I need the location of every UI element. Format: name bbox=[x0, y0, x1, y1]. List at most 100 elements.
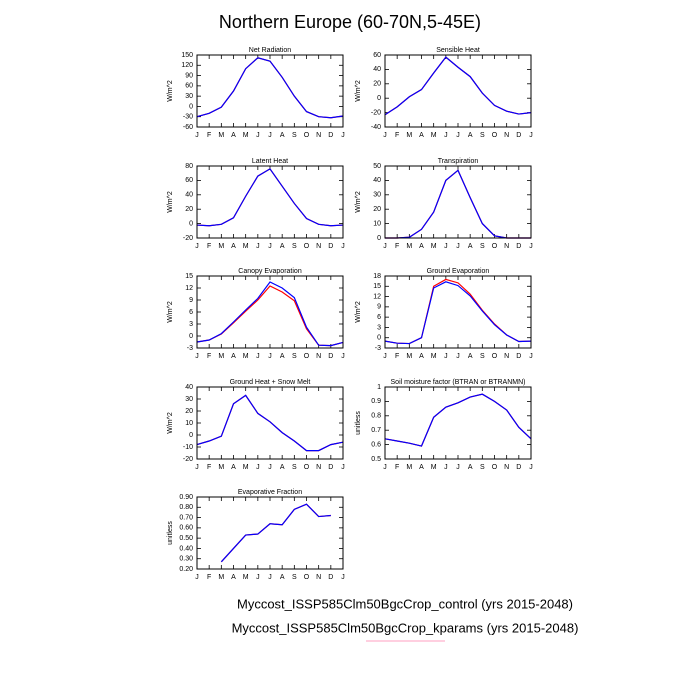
y-tick-label: 3 bbox=[377, 324, 381, 331]
y-tick-label: 40 bbox=[185, 384, 193, 391]
x-tick-label: A bbox=[419, 132, 424, 139]
x-tick-label: J bbox=[195, 574, 199, 581]
x-tick-label: F bbox=[207, 464, 211, 471]
y-axis-label: unitless bbox=[167, 521, 174, 545]
x-tick-label: J bbox=[256, 464, 260, 471]
x-tick-label: D bbox=[328, 353, 333, 360]
y-tick-label: 50 bbox=[373, 163, 381, 170]
x-tick-label: S bbox=[292, 243, 297, 250]
panel-title: Ground Heat + Snow Melt bbox=[230, 379, 311, 386]
x-tick-label: A bbox=[419, 243, 424, 250]
x-tick-label: M bbox=[406, 464, 412, 471]
y-tick-label: 0.8 bbox=[371, 413, 381, 420]
x-tick-label: S bbox=[292, 574, 297, 581]
x-tick-label: J bbox=[256, 353, 260, 360]
y-tick-label: 15 bbox=[373, 283, 381, 290]
x-tick-label: A bbox=[468, 243, 473, 250]
y-tick-label: 1 bbox=[377, 384, 381, 391]
y-tick-label: 40 bbox=[185, 192, 193, 199]
x-tick-label: A bbox=[280, 464, 285, 471]
plot-frame bbox=[196, 165, 344, 239]
y-tick-label: -20 bbox=[183, 235, 193, 242]
y-tick-label: 0 bbox=[189, 103, 193, 110]
y-tick-label: 20 bbox=[185, 408, 193, 415]
x-tick-label: A bbox=[419, 464, 424, 471]
y-tick-label: 0 bbox=[189, 220, 193, 227]
x-tick-label: N bbox=[504, 464, 509, 471]
y-tick-label: 0 bbox=[377, 335, 381, 342]
x-tick-label: J bbox=[456, 353, 460, 360]
y-axis-label: W/m^2 bbox=[167, 191, 174, 213]
y-tick-label: 40 bbox=[373, 66, 381, 73]
y-tick-label: 10 bbox=[373, 220, 381, 227]
y-tick-label: 80 bbox=[185, 163, 193, 170]
x-tick-label: J bbox=[268, 353, 272, 360]
x-tick-label: F bbox=[395, 243, 399, 250]
x-tick-label: O bbox=[304, 353, 310, 360]
x-tick-label: N bbox=[504, 132, 509, 139]
x-tick-label: D bbox=[328, 132, 333, 139]
series-line bbox=[196, 57, 344, 119]
x-tick-label: S bbox=[292, 353, 297, 360]
series-line bbox=[196, 168, 344, 227]
x-tick-label: O bbox=[304, 243, 310, 250]
series-line bbox=[384, 393, 532, 447]
series-line bbox=[384, 56, 532, 116]
y-tick-label: -40 bbox=[371, 124, 381, 131]
x-tick-label: J bbox=[529, 243, 533, 250]
x-tick-label: F bbox=[207, 353, 211, 360]
x-tick-label: A bbox=[280, 132, 285, 139]
y-axis-label: W/m^2 bbox=[167, 80, 174, 102]
x-tick-label: J bbox=[383, 132, 387, 139]
series-line bbox=[220, 503, 331, 563]
plot-frame bbox=[384, 386, 532, 460]
x-tick-label: N bbox=[316, 353, 321, 360]
x-tick-label: J bbox=[341, 353, 345, 360]
panel-title: Canopy Evaporation bbox=[238, 268, 302, 275]
y-tick-label: 6 bbox=[189, 309, 193, 316]
x-tick-label: J bbox=[341, 464, 345, 471]
y-tick-label: 0.30 bbox=[179, 556, 193, 563]
series-line bbox=[384, 278, 532, 345]
x-tick-label: A bbox=[231, 243, 236, 250]
x-tick-label: M bbox=[243, 353, 249, 360]
y-tick-label: 30 bbox=[373, 192, 381, 199]
y-axis-label: W/m^2 bbox=[167, 412, 174, 434]
x-tick-label: N bbox=[316, 243, 321, 250]
panel-title: Latent Heat bbox=[252, 158, 288, 165]
y-tick-label: 30 bbox=[185, 396, 193, 403]
y-tick-label: 9 bbox=[377, 304, 381, 311]
panel-title: Ground Evaporation bbox=[427, 268, 490, 275]
y-tick-label: 30 bbox=[185, 93, 193, 100]
series-line bbox=[384, 393, 532, 447]
y-axis-label: unitless bbox=[355, 411, 362, 435]
x-tick-label: J bbox=[444, 353, 448, 360]
x-tick-label: N bbox=[316, 574, 321, 581]
x-tick-label: O bbox=[304, 464, 310, 471]
y-tick-label: 9 bbox=[189, 297, 193, 304]
plot-frame bbox=[196, 54, 344, 128]
y-tick-label: 0.40 bbox=[179, 545, 193, 552]
y-tick-label: 0.5 bbox=[371, 456, 381, 463]
x-tick-label: A bbox=[419, 353, 424, 360]
x-tick-label: O bbox=[492, 132, 498, 139]
y-tick-label: 0.70 bbox=[179, 514, 193, 521]
x-tick-label: J bbox=[456, 243, 460, 250]
x-tick-label: M bbox=[406, 353, 412, 360]
x-tick-label: A bbox=[231, 464, 236, 471]
x-tick-label: M bbox=[431, 353, 437, 360]
y-tick-label: 150 bbox=[181, 52, 193, 59]
x-tick-label: J bbox=[456, 464, 460, 471]
y-tick-label: 20 bbox=[373, 81, 381, 88]
panel-title: Net Radiation bbox=[249, 47, 292, 54]
x-tick-label: A bbox=[468, 353, 473, 360]
y-tick-label: 0.7 bbox=[371, 427, 381, 434]
x-tick-label: A bbox=[231, 353, 236, 360]
series-line bbox=[196, 285, 344, 347]
x-tick-label: F bbox=[395, 132, 399, 139]
y-tick-label: -3 bbox=[375, 345, 381, 352]
x-tick-label: M bbox=[243, 132, 249, 139]
y-tick-label: 6 bbox=[377, 314, 381, 321]
x-tick-label: F bbox=[207, 243, 211, 250]
series-line bbox=[384, 281, 532, 345]
